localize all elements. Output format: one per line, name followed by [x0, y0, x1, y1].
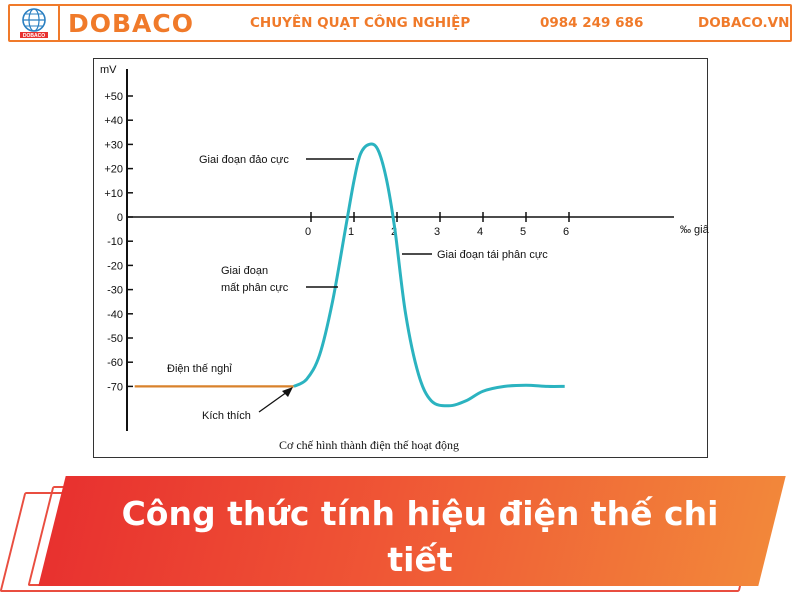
- y-tick-label: -70: [107, 381, 123, 393]
- annotation-stimulus: Kích thích: [202, 410, 251, 422]
- annotation-resting-potential: Điện thế nghỉ: [167, 363, 232, 375]
- x-tick-label: 0: [305, 226, 311, 238]
- y-tick-label: -20: [107, 260, 123, 272]
- banner-title: Công thức tính hiệu điện thế chi tiết: [121, 494, 719, 579]
- chart-svg: mV +50 +40 +30 +20 +10 0 -10 -20 -30 -40 -50 -60 -70 ‰…: [100, 64, 709, 452]
- x-tick-label: 4: [477, 226, 483, 238]
- y-tick-label: -60: [107, 357, 123, 369]
- chart-caption: Cơ chế hình thành điện thế hoạt động: [279, 438, 459, 452]
- action-potential-chart: mV +50 +40 +30 +20 +10 0 -10 -20 -30 -40 -50 -60 -70 ‰…: [93, 58, 709, 458]
- slogan: CHUYÊN QUẠT CÔNG NGHIỆP: [250, 15, 471, 31]
- y-tick-label: +30: [104, 139, 123, 151]
- annotation-depolarization-line1: Giai đoạn: [221, 265, 268, 277]
- logo-badge-text: DOBACO: [23, 33, 45, 39]
- title-banner: Công thức tính hiệu điện thế chi tiết: [0, 468, 800, 600]
- y-tick-label: +20: [104, 164, 123, 176]
- x-tick-label: 6: [563, 226, 569, 238]
- y-tick-label: +40: [104, 115, 123, 127]
- y-tick-label: -10: [107, 236, 123, 248]
- brand-name[interactable]: DOBACO: [68, 8, 195, 38]
- x-tick-label: 3: [434, 226, 440, 238]
- x-axis-label: ‰ giây: [680, 224, 709, 236]
- annotation-repolarization: Giai đoạn tái phân cực: [437, 249, 548, 261]
- x-tick-label: 5: [520, 226, 526, 238]
- y-axis-label: mV: [100, 64, 117, 76]
- y-tick-label: 0: [117, 212, 123, 224]
- y-tick-label: +50: [104, 91, 123, 103]
- website-link[interactable]: DOBACO.VN: [698, 15, 790, 31]
- site-header: DOBACO DOBACO CHUYÊN QUẠT CÔNG NGHIỆP 09…: [8, 4, 792, 42]
- globe-icon: DOBACO: [20, 8, 48, 39]
- phone-number[interactable]: 0984 249 686: [540, 15, 644, 31]
- logo[interactable]: DOBACO: [10, 6, 60, 40]
- stimulus-arrow-line: [258, 391, 288, 413]
- y-tick-label: -40: [107, 309, 123, 321]
- annotation-depolarization-line2: mất phân cực: [221, 282, 289, 294]
- stimulus-arrow-head: [282, 387, 293, 397]
- y-tick-label: +10: [104, 188, 123, 200]
- y-tick-label: -30: [107, 285, 123, 297]
- annotation-repolarization-peak: Giai đoạn đảo cực: [199, 154, 289, 166]
- y-tick-label: -50: [107, 333, 123, 345]
- action-potential-curve: [293, 142, 565, 408]
- x-tick-label: 1: [348, 226, 354, 238]
